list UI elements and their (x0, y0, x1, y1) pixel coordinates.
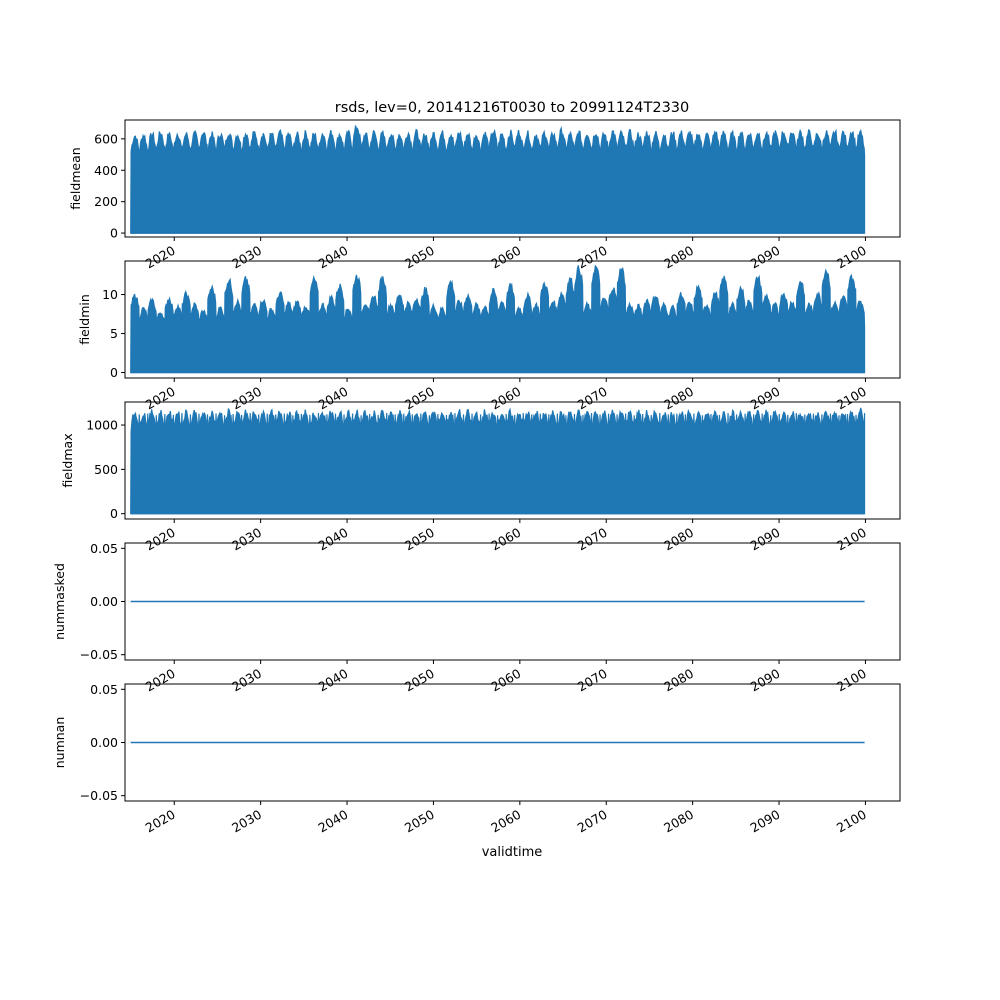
y-tick-label-fieldmax: 1000 (86, 418, 118, 433)
y-tick-label-fieldmax: 0 (110, 506, 118, 521)
y-tick-label-fieldmin: 10 (102, 287, 118, 302)
figure-title: rsds, lev=0, 20141216T0030 to 20991124T2… (335, 100, 690, 116)
y-tick-label-fieldmax: 500 (94, 462, 118, 477)
series-fieldmax (130, 407, 866, 515)
y-axis-label-fieldmax: fieldmax (60, 433, 75, 487)
y-axis-label-fieldmin: fieldmin (77, 294, 92, 345)
x-axis-label: validtime (482, 845, 543, 860)
plot-area-fieldmin (130, 264, 866, 374)
y-axis-label-fieldmean: fieldmean (68, 147, 83, 209)
y-tick-label-nummasked: 0.05 (90, 541, 118, 556)
y-tick-label-fieldmean: 200 (94, 194, 118, 209)
plot-area-fieldmax (130, 407, 866, 515)
y-tick-label-fieldmean: 0 (110, 226, 118, 241)
series-fieldmin (130, 264, 866, 374)
y-tick-label-numnan: 0.00 (90, 735, 118, 750)
axes-frame-fieldmax (124, 401, 901, 520)
axes-frame-fieldmin (124, 260, 901, 379)
y-tick-label-fieldmean: 600 (94, 131, 118, 146)
axes-frame-fieldmean (124, 119, 901, 238)
y-tick-label-nummasked: 0.00 (90, 594, 118, 609)
series-fieldmean (130, 125, 866, 234)
y-axis-label-nummasked: nummasked (52, 563, 67, 640)
y-tick-label-numnan: −0.05 (80, 788, 118, 803)
plot-area-fieldmean (130, 125, 866, 234)
y-axis-label-numnan: numnan (52, 717, 67, 769)
y-tick-label-fieldmean: 400 (94, 163, 118, 178)
y-tick-label-fieldmin: 5 (110, 326, 118, 341)
y-tick-label-numnan: 0.05 (90, 682, 118, 697)
y-tick-label-nummasked: −0.05 (80, 647, 118, 662)
y-tick-label-fieldmin: 0 (110, 365, 118, 380)
